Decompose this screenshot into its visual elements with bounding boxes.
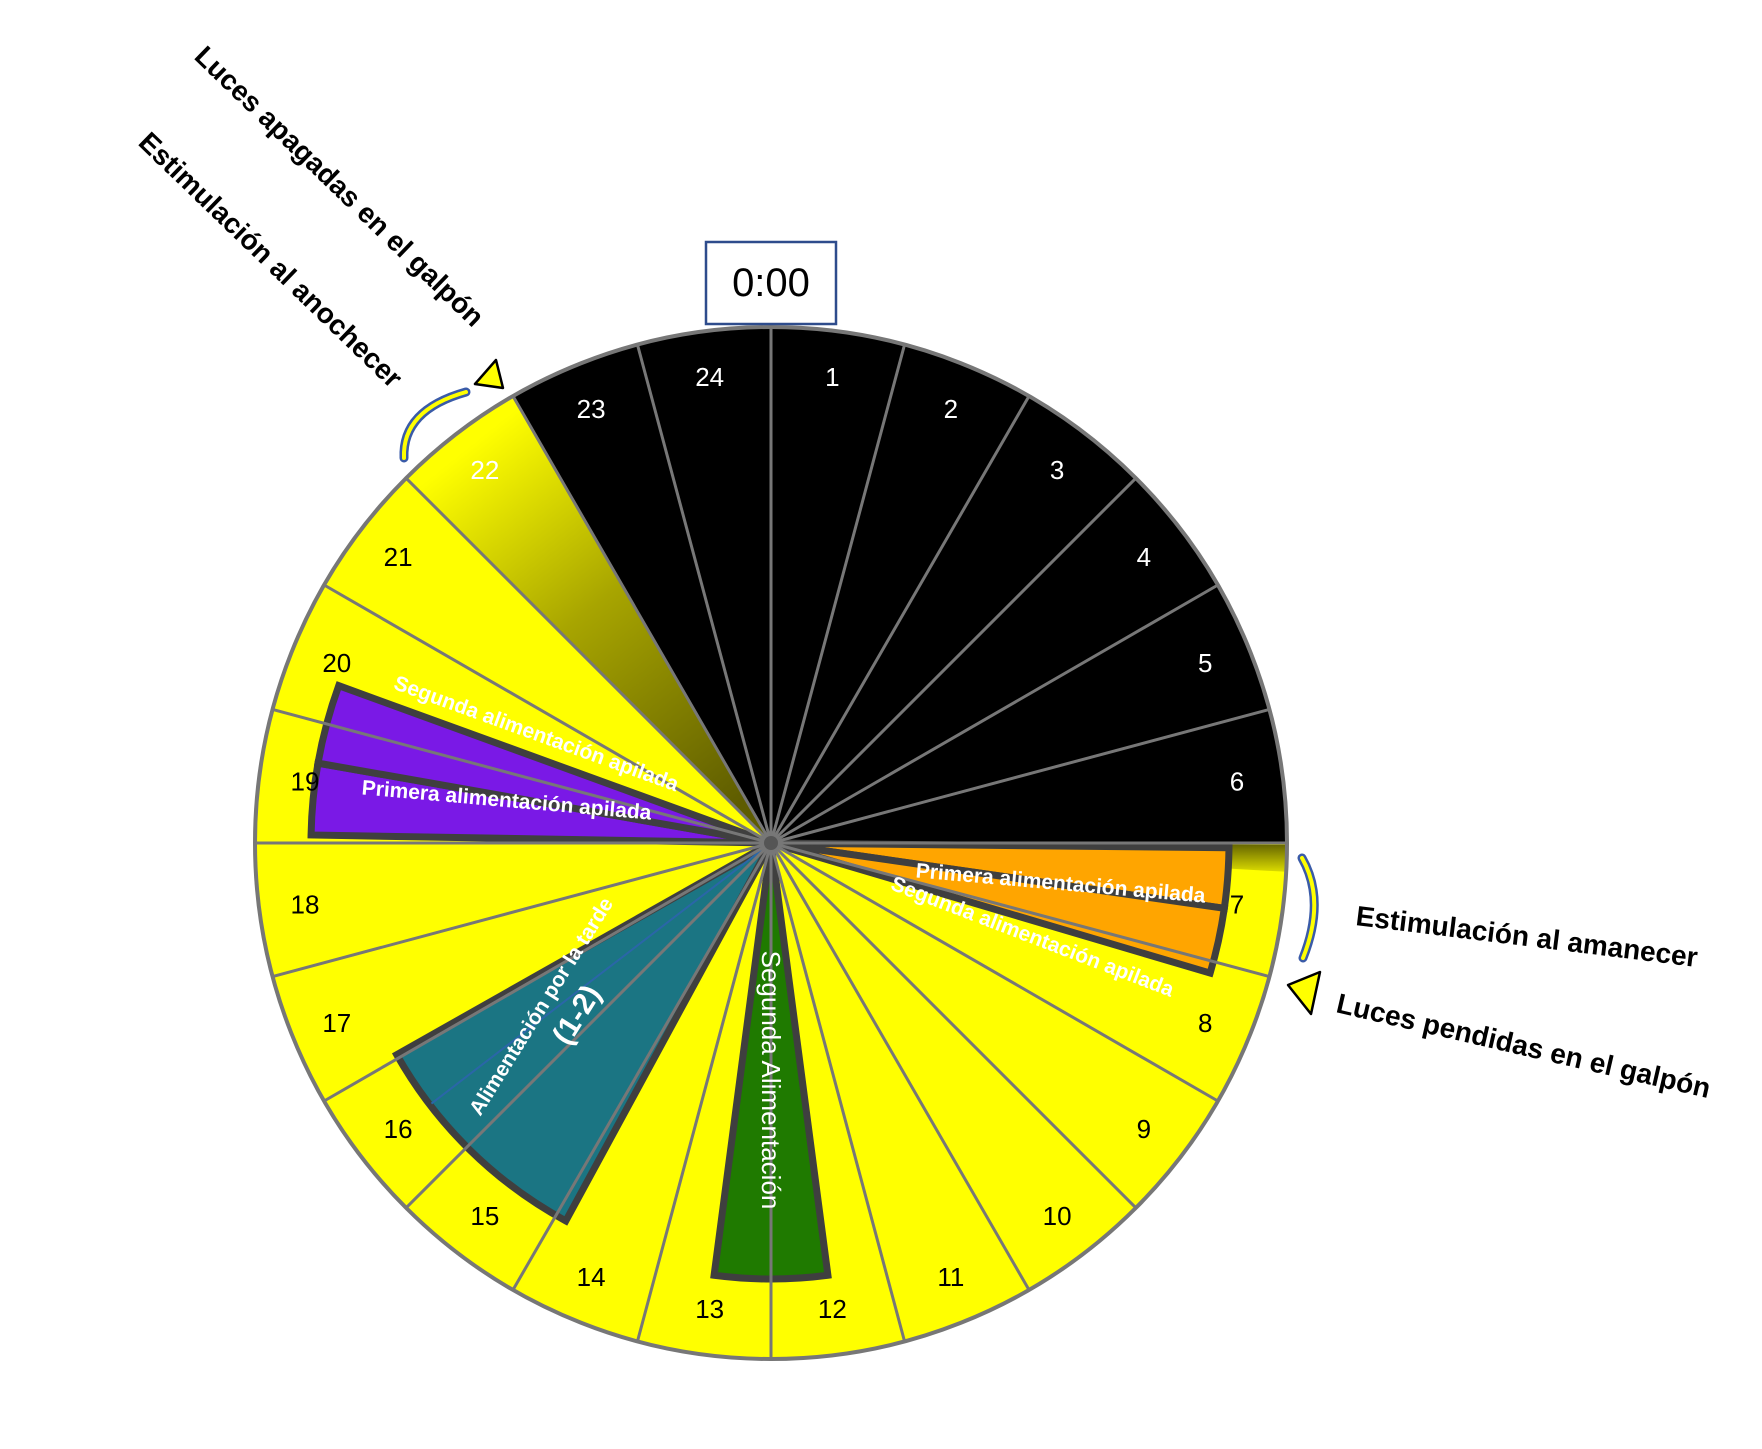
hour-sector-23 (513, 344, 771, 843)
clock-label: 0:00 (732, 261, 810, 305)
second-feed-label: Segunda Alimentación (756, 951, 786, 1210)
hour-divider-14 (511, 842, 773, 1291)
hour-sector-17 (272, 843, 771, 1101)
dusk-annotation: Luces apagadas en el galpón Estimulación… (133, 40, 505, 463)
hour-label-7: 7 (1230, 889, 1244, 919)
hour-divider-21 (405, 477, 773, 845)
hour-label-20: 20 (322, 648, 351, 678)
hour-divider-22 (511, 395, 773, 844)
hour-label-17: 17 (322, 1008, 351, 1038)
hour-divider-1 (769, 344, 906, 844)
hour-divider-17 (272, 841, 772, 978)
lights-off-triangle-marker-icon (473, 358, 505, 390)
hour-sector-20 (272, 585, 771, 843)
hour-label-10: 10 (1043, 1201, 1072, 1231)
hour-divider-19 (272, 708, 772, 845)
dawn-stimulation-label: Estimulación al amanecer (1354, 900, 1699, 973)
hour-divider-20 (323, 583, 772, 845)
hour-divider-10 (769, 842, 1031, 1291)
hour-label-6: 6 (1230, 767, 1244, 797)
hour-divider-9 (769, 841, 1137, 1209)
hour-sector-2 (771, 344, 1029, 843)
hour-sector-11 (771, 843, 1029, 1342)
hour-sector-22 (406, 396, 771, 843)
clock-center (764, 836, 778, 850)
hour-sector-8 (771, 843, 1270, 1101)
hour-label-3: 3 (1050, 455, 1064, 485)
hour-label-23: 23 (577, 394, 606, 424)
lights-on-label: Luces pendidas en el galpón (1334, 988, 1714, 1104)
hour-divider-23 (636, 344, 773, 844)
clock-label-box: 0:00 (704, 240, 838, 326)
hour-sector-10 (771, 843, 1136, 1290)
hour-dividers (253, 325, 1289, 1361)
hour-label-5: 5 (1198, 648, 1212, 678)
hour-label-2: 2 (944, 394, 958, 424)
lights-on-triangle-marker-icon (1286, 970, 1322, 1016)
hour-label-18: 18 (291, 889, 320, 919)
hour-divider-15 (405, 841, 773, 1209)
hour-sector-3 (771, 396, 1136, 843)
hour-divider-13 (636, 842, 773, 1342)
hour-sector-4 (771, 478, 1218, 843)
hour-sector-5 (771, 585, 1270, 843)
hour-label-24: 24 (695, 362, 724, 392)
hour-label-9: 9 (1137, 1114, 1151, 1144)
hour-label-4: 4 (1137, 542, 1151, 572)
clock-outer-ring (253, 325, 1289, 1361)
hour-sector-21 (324, 478, 771, 843)
afternoon-inner-line-2 (430, 842, 772, 1105)
hour-divider-11 (769, 842, 906, 1342)
hour-label-14: 14 (577, 1262, 606, 1292)
hour-divider-16 (323, 841, 772, 1103)
hour-label-8: 8 (1198, 1008, 1212, 1038)
hour-divider-2 (769, 395, 1031, 844)
hour-label-11: 11 (937, 1262, 964, 1292)
hour-label-12: 12 (818, 1294, 847, 1324)
dawn-annotation: Estimulación al amanecer Luces pendidas … (1286, 853, 1714, 1104)
hour-divider-4 (770, 583, 1219, 845)
hour-sector-9 (771, 843, 1218, 1208)
hour-label-13: 13 (695, 1294, 724, 1324)
hour-label-22: 22 (470, 455, 499, 485)
dusk-stimulation-label: Estimulación al anochecer (133, 126, 409, 394)
hour-divider-3 (769, 477, 1137, 845)
hour-label-1: 1 (825, 362, 839, 392)
hour-divider-8 (770, 841, 1219, 1103)
hour-divider-7 (770, 841, 1270, 978)
hour-divider-5 (770, 708, 1270, 845)
lights-off-label: Luces apagadas en el galpón (189, 40, 490, 333)
hour-label-15: 15 (470, 1201, 499, 1231)
hour-label-21: 21 (384, 542, 413, 572)
hour-label-19: 19 (291, 767, 320, 797)
morning-second-feed-band (770, 839, 1229, 978)
hour-label-16: 16 (384, 1114, 413, 1144)
